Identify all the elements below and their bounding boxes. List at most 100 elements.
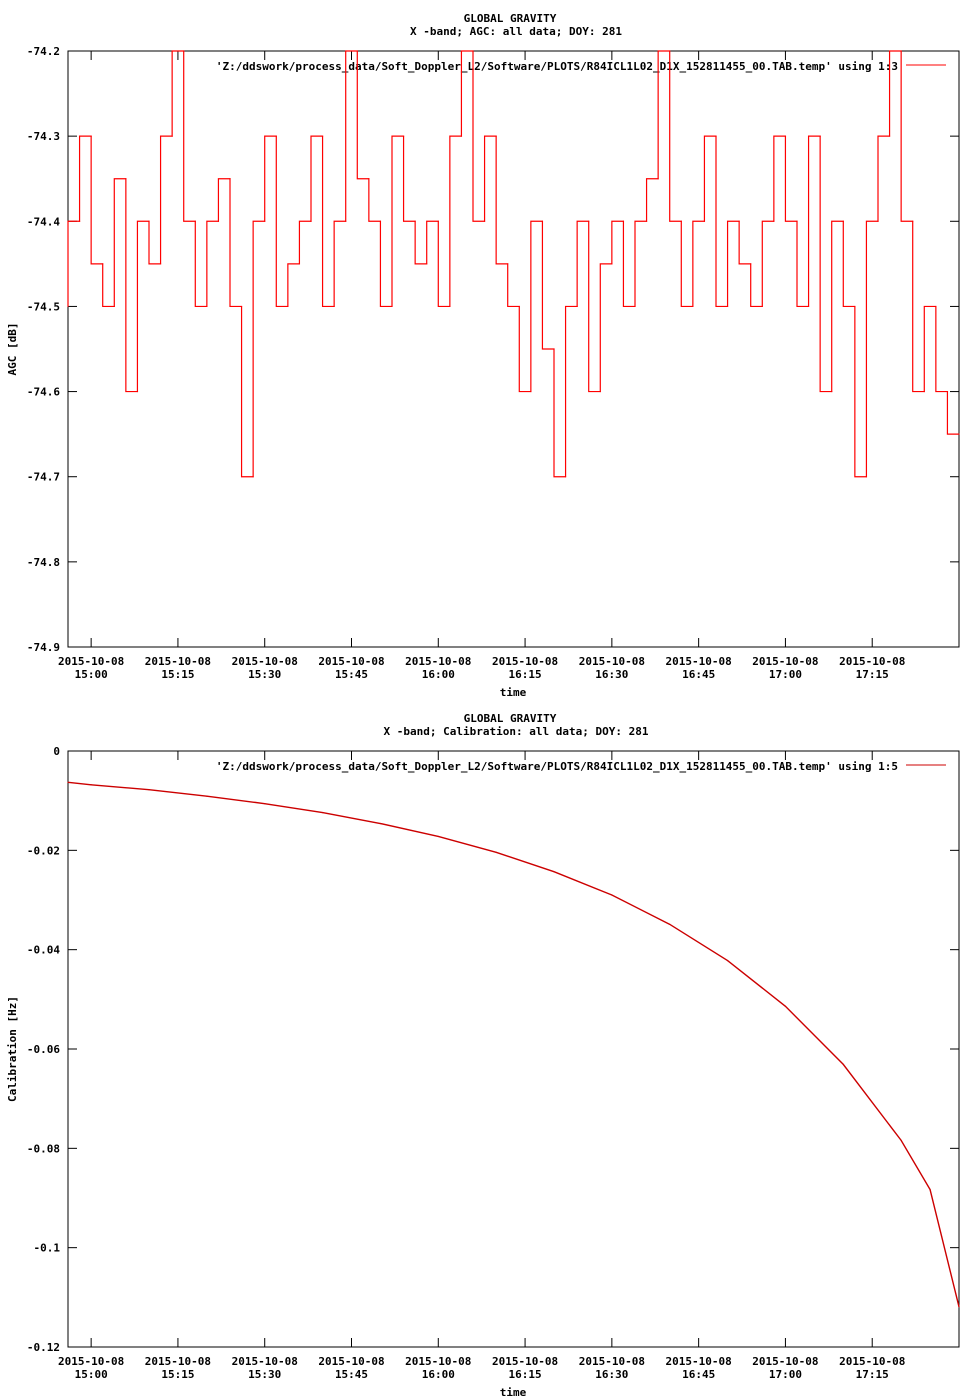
agc-data-point (194, 220, 196, 222)
calibration-data-point (726, 959, 729, 962)
calibration-y-tick-label: -0.02 (27, 844, 60, 857)
calibration-x-tick-time: 15:30 (248, 1368, 281, 1381)
calibration-y-tick-label: -0.04 (27, 944, 60, 957)
agc-data-point (680, 220, 682, 222)
agc-data-point (298, 263, 301, 265)
agc-data-point (78, 220, 81, 222)
agc-data-point (692, 305, 694, 308)
calibration-data-point (148, 789, 150, 791)
calibration-series-line (67, 781, 960, 1307)
agc-data-point (275, 135, 277, 137)
agc-x-tick-date: 2015-10-08 (318, 655, 384, 668)
agc-legend-label: 'Z:/ddswork/process_data/Soft_Doppler_L2… (216, 60, 898, 73)
agc-data-point (564, 476, 567, 478)
agc-y-tick-label: -74.6 (27, 386, 60, 399)
agc-data-point (252, 476, 254, 478)
agc-data-point (414, 220, 416, 222)
agc-x-tick-date: 2015-10-08 (752, 655, 818, 668)
agc-data-point (356, 50, 358, 52)
agc-x-tick-time: 17:15 (856, 668, 889, 681)
calibration-data-point (784, 1005, 787, 1007)
agc-x-tick-time: 16:45 (682, 668, 715, 681)
calibration-x-tick-time: 17:00 (769, 1368, 802, 1381)
calibration-x-tick-date: 2015-10-08 (232, 1355, 298, 1368)
calibration-data-point (495, 851, 497, 853)
agc-data-point (368, 178, 370, 180)
agc-x-tick-time: 15:15 (161, 668, 194, 681)
agc-data-point (495, 135, 497, 137)
calibration-data-point (90, 784, 92, 786)
agc-y-tick-label: -74.4 (27, 215, 60, 228)
agc-data-point (472, 50, 474, 52)
agc-data-point (553, 348, 555, 350)
agc-data-point (171, 135, 173, 137)
agc-data-point (726, 305, 729, 308)
agc-data-point (136, 390, 139, 393)
agc-x-tick-date: 2015-10-08 (232, 655, 298, 668)
agc-data-point (391, 305, 393, 308)
calibration-data-point (611, 894, 613, 896)
agc-data-point (148, 220, 150, 222)
agc-data-point (622, 220, 625, 222)
agc-data-point (102, 263, 104, 265)
agc-x-tick-date: 2015-10-08 (405, 655, 471, 668)
agc-y-axis: -74.2 -74.3 -74.4 -74.5 -74.6 -74.7 -74.8 -74.9 (27, 45, 959, 654)
calibration-data-point (900, 1139, 902, 1141)
agc-series-line (67, 50, 959, 478)
agc-data-point (449, 305, 451, 308)
agc-y-tick-label: -74.2 (27, 45, 60, 58)
agc-data-point (460, 135, 463, 137)
calibration-y-tick-label: -0.12 (27, 1341, 60, 1354)
agc-x-tick-time: 16:30 (595, 668, 628, 681)
agc-data-point (946, 390, 949, 393)
calibration-x-tick-date: 2015-10-08 (752, 1355, 818, 1368)
agc-data-point (321, 135, 324, 137)
agc-data-point (865, 476, 868, 478)
agc-x-tick-date: 2015-10-08 (839, 655, 905, 668)
agc-x-tick-time: 16:15 (509, 668, 542, 681)
calibration-data-point (553, 871, 555, 873)
agc-y-tick-label: -74.9 (27, 641, 60, 654)
calibration-x-axis: 2015-10-0815:002015-10-0815:152015-10-08… (58, 751, 905, 1381)
agc-data-point (935, 305, 937, 308)
agc-x-tick-date: 2015-10-08 (145, 655, 211, 668)
agc-data-point (819, 135, 821, 137)
calibration-x-tick-time: 16:00 (422, 1368, 455, 1381)
calibration-y-axis-label: Calibration [Hz] (6, 996, 19, 1102)
agc-x-tick-time: 15:30 (248, 668, 281, 681)
agc-series (67, 50, 960, 478)
agc-plot-frame (67, 50, 960, 648)
agc-data-point (287, 305, 289, 308)
calibration-chart-subtitle: X -band; Calibration: all data; DOY: 281 (384, 725, 649, 738)
calibration-y-tick-label: -0.08 (27, 1142, 60, 1155)
calibration-chart-title: GLOBAL GRAVITY (464, 712, 557, 725)
calibration-x-tick-date: 2015-10-08 (145, 1355, 211, 1368)
agc-data-point (842, 220, 844, 222)
agc-x-tick-date: 2015-10-08 (492, 655, 558, 668)
agc-data-point (229, 178, 231, 180)
agc-x-axis-label: time (500, 686, 527, 699)
agc-data-point (159, 263, 162, 265)
agc-data-point (402, 135, 405, 137)
agc-data-point (773, 220, 775, 222)
agc-x-tick-time: 16:00 (422, 668, 455, 681)
agc-x-tick-time: 17:00 (769, 668, 802, 681)
agc-data-point (750, 263, 752, 265)
calibration-x-tick-date: 2015-10-08 (579, 1355, 645, 1368)
calibration-y-axis: 0 -0.02 -0.04 -0.06 -0.08 -0.1 -0.12 (27, 745, 959, 1354)
agc-data-point (530, 390, 532, 393)
calibration-data-point (437, 835, 439, 838)
calibration-x-tick-date: 2015-10-08 (58, 1355, 124, 1368)
calibration-y-tick-label: -0.1 (34, 1242, 61, 1255)
calibration-x-tick-time: 16:45 (682, 1368, 715, 1381)
calibration-data-point (929, 1188, 931, 1191)
calibration-y-tick-label: 0 (53, 745, 60, 758)
agc-data-point (611, 263, 613, 265)
agc-data-point (645, 220, 648, 222)
agc-chart-title: GLOBAL GRAVITY (464, 12, 557, 25)
calibration-x-tick-time: 17:15 (856, 1368, 889, 1381)
agc-data-point (669, 50, 671, 52)
agc-data-point (588, 220, 590, 222)
agc-y-tick-label: -74.3 (27, 130, 60, 143)
agc-data-point (715, 135, 717, 137)
